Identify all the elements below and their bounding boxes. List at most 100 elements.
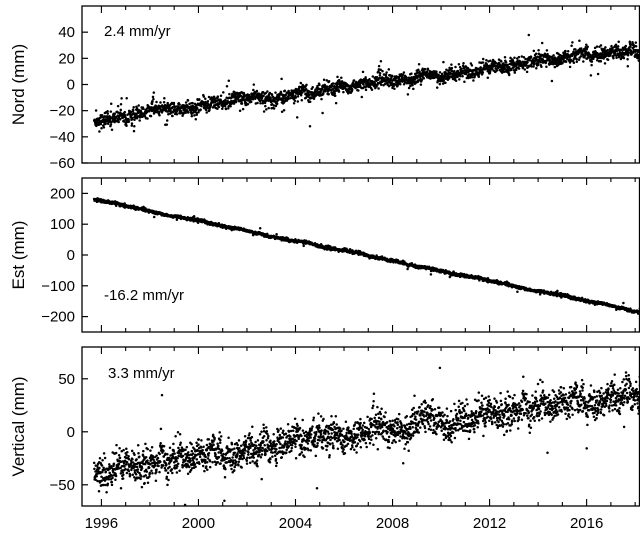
data-point bbox=[513, 56, 516, 59]
data-point bbox=[121, 116, 125, 119]
data-point bbox=[461, 74, 464, 78]
data-point bbox=[308, 100, 312, 104]
data-point bbox=[268, 91, 272, 95]
data-point bbox=[274, 91, 277, 94]
data-point bbox=[135, 107, 139, 110]
data-point bbox=[389, 77, 393, 81]
data-point bbox=[460, 67, 463, 71]
data-point bbox=[608, 54, 612, 57]
data-point bbox=[178, 107, 182, 111]
data-point bbox=[422, 77, 426, 80]
data-point bbox=[370, 88, 374, 92]
data-point bbox=[194, 118, 198, 121]
rate-annotation: -16.2 mm/yr bbox=[104, 287, 184, 304]
data-point bbox=[529, 56, 533, 59]
data-point bbox=[199, 108, 202, 111]
data-point bbox=[310, 96, 313, 100]
data-point bbox=[525, 64, 528, 67]
data-point bbox=[442, 79, 445, 82]
data-point bbox=[570, 44, 573, 48]
data-point bbox=[606, 58, 610, 61]
data-point bbox=[472, 79, 475, 82]
data-point bbox=[593, 46, 597, 50]
data-point bbox=[337, 90, 341, 93]
data-point bbox=[294, 96, 298, 99]
data-point bbox=[403, 81, 407, 84]
data-point bbox=[235, 100, 238, 103]
data-point bbox=[172, 101, 176, 105]
data-point bbox=[196, 107, 199, 110]
data-point bbox=[296, 100, 300, 103]
data-point bbox=[387, 68, 391, 71]
data-point bbox=[266, 90, 269, 93]
data-point bbox=[500, 60, 503, 63]
data-point bbox=[462, 66, 466, 70]
data-point bbox=[157, 110, 161, 114]
data-point bbox=[311, 85, 314, 89]
data-point bbox=[360, 95, 364, 99]
data-point bbox=[200, 104, 203, 108]
data-point bbox=[628, 43, 632, 46]
data-point bbox=[630, 53, 633, 56]
data-point bbox=[634, 45, 638, 48]
data-point bbox=[477, 75, 481, 79]
data-point bbox=[188, 102, 191, 106]
data-point bbox=[99, 122, 103, 126]
data-point bbox=[533, 61, 536, 65]
data-point bbox=[100, 127, 103, 130]
data-point bbox=[421, 67, 424, 70]
data-point bbox=[270, 102, 274, 106]
data-point bbox=[546, 52, 549, 56]
data-point bbox=[223, 104, 227, 108]
data-point bbox=[137, 104, 140, 107]
data-point bbox=[358, 84, 362, 87]
data-point bbox=[569, 58, 573, 62]
data-point bbox=[599, 59, 603, 63]
data-point bbox=[375, 85, 378, 88]
data-point bbox=[202, 95, 206, 98]
data-point bbox=[612, 56, 615, 60]
data-point bbox=[178, 103, 181, 106]
data-point bbox=[617, 40, 620, 44]
data-point bbox=[240, 102, 244, 105]
data-point bbox=[527, 33, 531, 37]
data-point bbox=[320, 87, 324, 90]
data-point bbox=[269, 97, 272, 101]
data-point bbox=[186, 111, 190, 114]
data-point bbox=[151, 95, 155, 99]
data-point bbox=[454, 65, 457, 69]
data-point bbox=[371, 75, 375, 78]
data-point bbox=[323, 248, 326, 251]
data-point bbox=[423, 67, 427, 71]
data-point bbox=[264, 91, 267, 95]
data-point bbox=[289, 96, 292, 100]
data-point bbox=[584, 54, 587, 57]
data-point bbox=[417, 68, 420, 72]
data-point bbox=[619, 57, 623, 61]
data-point bbox=[637, 59, 640, 62]
data-point bbox=[495, 68, 499, 72]
data-point bbox=[216, 95, 220, 98]
data-point bbox=[392, 84, 395, 88]
data-point bbox=[523, 68, 527, 71]
data-point bbox=[535, 67, 538, 70]
data-point bbox=[98, 130, 101, 133]
data-point bbox=[459, 74, 462, 78]
data-point bbox=[280, 110, 284, 113]
data-point bbox=[109, 123, 113, 126]
data-point bbox=[117, 120, 120, 124]
data-point bbox=[379, 60, 383, 63]
data-point bbox=[401, 73, 405, 76]
data-point bbox=[470, 76, 474, 79]
data-point bbox=[590, 63, 593, 67]
data-point bbox=[616, 45, 620, 48]
data-point bbox=[445, 68, 448, 71]
data-point bbox=[610, 44, 613, 48]
data-point bbox=[167, 109, 170, 113]
data-point bbox=[291, 92, 295, 96]
data-point bbox=[627, 51, 630, 54]
data-point bbox=[604, 46, 607, 49]
data-point bbox=[312, 97, 316, 101]
data-point bbox=[249, 100, 253, 104]
